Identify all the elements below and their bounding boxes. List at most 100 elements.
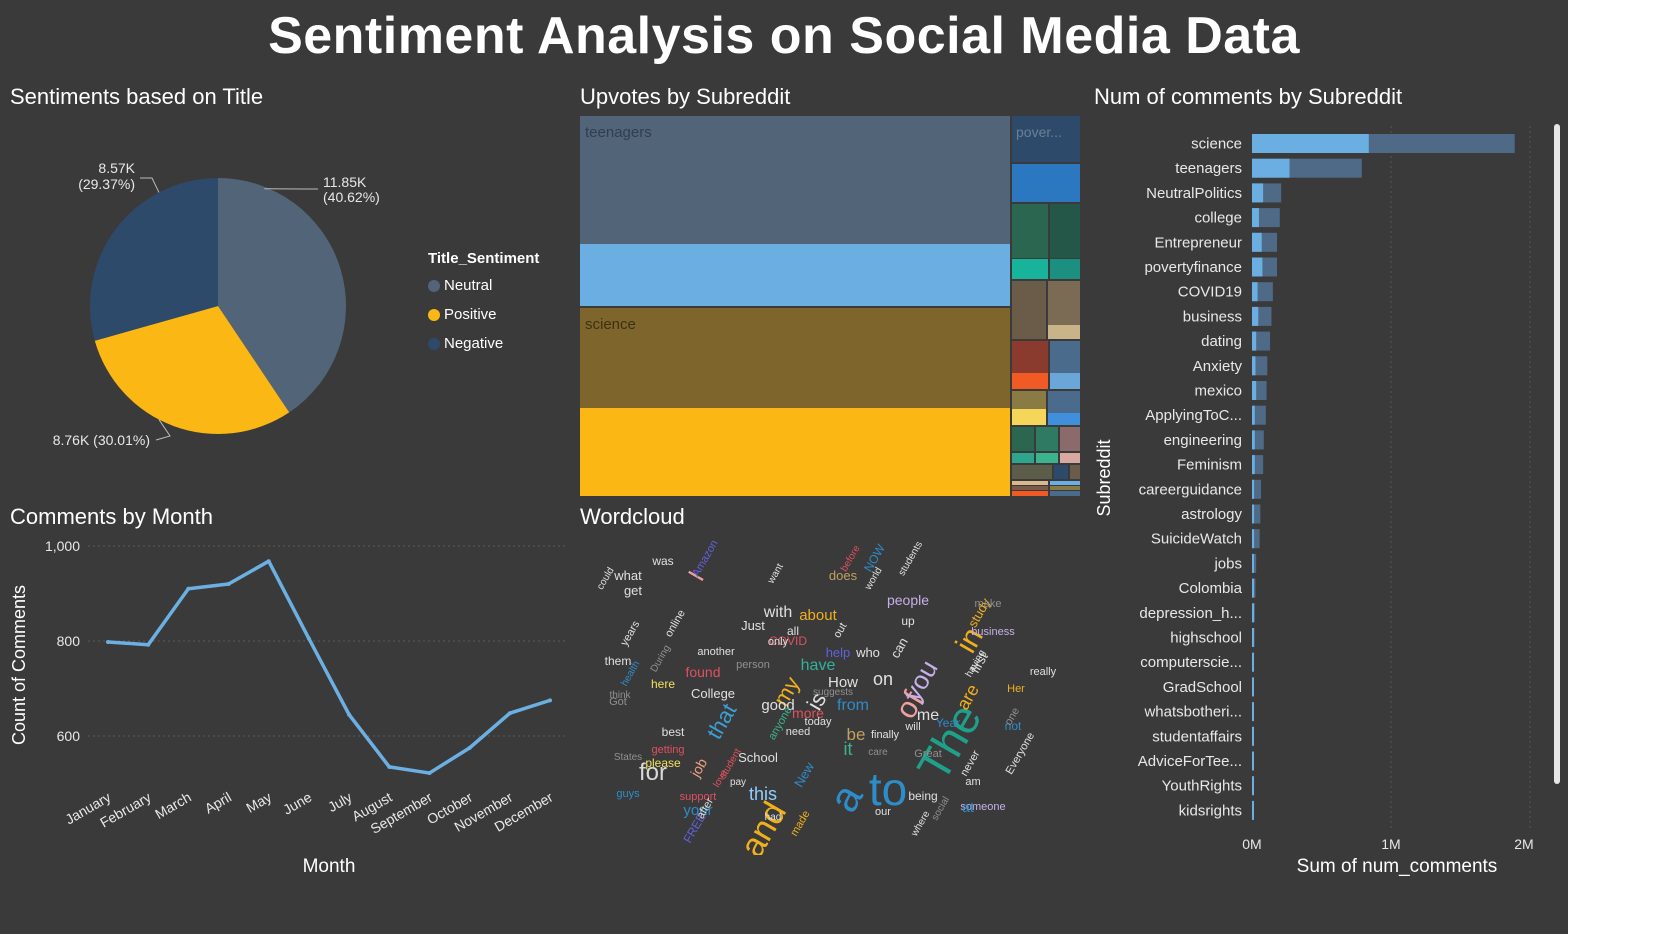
line-point[interactable]: [226, 582, 231, 586]
bar-highlight[interactable]: [1252, 331, 1257, 351]
bar-highlight[interactable]: [1252, 652, 1254, 672]
treemap-tile-x[interactable]: [1054, 465, 1068, 479]
pie-slice-positive[interactable]: [94, 306, 290, 434]
bar-highlight[interactable]: [1252, 405, 1255, 425]
treemap-tile-y[interactable]: [1070, 465, 1080, 479]
line-point[interactable]: [186, 586, 191, 591]
treemap-chart[interactable]: teenagers science pover...: [578, 114, 1082, 498]
bar-highlight[interactable]: [1252, 356, 1256, 376]
bar-total[interactable]: [1252, 504, 1261, 524]
legend-item-negative[interactable]: Negative: [428, 335, 539, 352]
line-point[interactable]: [548, 698, 552, 703]
bar-total[interactable]: [1252, 208, 1280, 228]
treemap-tile-teenagers-a[interactable]: [580, 116, 1010, 244]
bar-highlight[interactable]: [1252, 553, 1254, 573]
treemap-tile-w[interactable]: [1012, 465, 1052, 479]
bar-highlight[interactable]: [1252, 208, 1259, 228]
treemap-tile-r[interactable]: [1036, 427, 1058, 451]
line-point[interactable]: [427, 771, 432, 776]
wordcloud-word: good: [761, 697, 794, 714]
treemap-tile-science-b[interactable]: [580, 408, 1010, 496]
treemap-tile-k[interactable]: [1012, 373, 1048, 389]
legend-item-positive[interactable]: Positive: [428, 306, 539, 323]
line-point[interactable]: [387, 764, 392, 769]
bar-highlight[interactable]: [1252, 578, 1254, 598]
treemap-tile-c[interactable]: [1050, 204, 1080, 258]
bar-highlight[interactable]: [1252, 381, 1257, 400]
bar-total[interactable]: [1252, 430, 1264, 450]
line-series-comments[interactable]: [107, 559, 551, 775]
bar-total[interactable]: [1252, 529, 1260, 549]
treemap-tile-d[interactable]: [1012, 259, 1048, 279]
bar-highlight[interactable]: [1252, 504, 1255, 524]
treemap-tile-u[interactable]: [1036, 453, 1058, 463]
bar-total[interactable]: [1252, 405, 1266, 425]
treemap-tile-h[interactable]: [1048, 325, 1080, 339]
pie-slice-negative[interactable]: [89, 178, 218, 341]
bar-total[interactable]: [1252, 479, 1262, 499]
bar-highlight[interactable]: [1252, 306, 1259, 326]
bar-highlight[interactable]: [1252, 479, 1255, 499]
treemap-tile-ad[interactable]: [1012, 491, 1048, 496]
line-point[interactable]: [106, 639, 110, 644]
bar-highlight[interactable]: [1252, 134, 1369, 153]
bar-highlight[interactable]: [1252, 282, 1258, 302]
bar-highlight[interactable]: [1252, 183, 1264, 203]
bar-highlight[interactable]: [1252, 232, 1262, 252]
treemap-tile-g[interactable]: [1048, 281, 1080, 325]
wordcloud-word: be: [847, 725, 866, 744]
line-point[interactable]: [347, 712, 352, 717]
treemap-tile-f[interactable]: [1012, 281, 1046, 339]
bar-highlight[interactable]: [1252, 776, 1254, 796]
treemap-tile-a[interactable]: [1012, 164, 1080, 202]
treemap-tile-o[interactable]: [1012, 409, 1046, 425]
treemap-tile-m[interactable]: [1012, 391, 1046, 409]
bar-highlight[interactable]: [1252, 257, 1263, 277]
line-point[interactable]: [507, 711, 512, 716]
line-point[interactable]: [467, 745, 472, 750]
treemap-tile-z[interactable]: [1012, 481, 1048, 485]
treemap-tile-i[interactable]: [1012, 341, 1048, 373]
bar-highlight[interactable]: [1252, 158, 1290, 178]
treemap-tile-poverty[interactable]: [1012, 116, 1080, 162]
treemap-tile-science-a[interactable]: [580, 308, 1010, 408]
treemap-tile-ac[interactable]: [1050, 486, 1080, 490]
bar-total[interactable]: [1252, 356, 1268, 376]
bar-highlight[interactable]: [1252, 628, 1254, 647]
treemap-tile-ae[interactable]: [1050, 491, 1080, 496]
treemap-tile-e[interactable]: [1050, 259, 1080, 279]
line-point[interactable]: [266, 559, 271, 564]
bar-highlight[interactable]: [1252, 677, 1254, 697]
treemap-tile-p[interactable]: [1048, 413, 1080, 425]
treemap-tile-b[interactable]: [1012, 204, 1048, 258]
treemap-tile-t[interactable]: [1012, 453, 1034, 463]
bar-total[interactable]: [1252, 331, 1271, 351]
bar-total[interactable]: [1252, 455, 1264, 475]
bar-highlight[interactable]: [1252, 751, 1254, 771]
bar-highlight[interactable]: [1252, 529, 1255, 549]
line-point[interactable]: [306, 636, 311, 641]
bar-highlight[interactable]: [1252, 455, 1255, 475]
treemap-tile-q[interactable]: [1012, 427, 1034, 451]
treemap-tile-v[interactable]: [1060, 453, 1080, 463]
treemap-tile-l[interactable]: [1050, 373, 1080, 389]
bar-total[interactable]: [1252, 553, 1257, 573]
bar-highlight[interactable]: [1252, 800, 1254, 820]
bar-scrollbar[interactable]: [1554, 124, 1560, 784]
bar-highlight[interactable]: [1252, 702, 1254, 722]
treemap-tile-s[interactable]: [1060, 427, 1080, 451]
bar-highlight[interactable]: [1252, 430, 1255, 450]
bar-highlight[interactable]: [1252, 603, 1254, 623]
treemap-tile-n[interactable]: [1048, 391, 1080, 413]
bar-chart[interactable]: Subreddit science teenagers NeutralPolitics…: [1086, 112, 1566, 882]
treemap-tile-ab[interactable]: [1012, 486, 1048, 490]
treemap-tile-teenagers-b[interactable]: [580, 244, 1010, 306]
pie-chart[interactable]: 11.85K(40.62%) 8.57K(29.37%) 8.76K (30.01%…: [0, 110, 570, 495]
treemap-tile-j[interactable]: [1050, 341, 1080, 373]
bar-highlight[interactable]: [1252, 726, 1254, 746]
legend-item-neutral[interactable]: Neutral: [428, 277, 539, 294]
treemap-tile-aa[interactable]: [1050, 481, 1080, 485]
line-point[interactable]: [146, 642, 151, 647]
pie-slice-neutral[interactable]: [218, 178, 347, 413]
